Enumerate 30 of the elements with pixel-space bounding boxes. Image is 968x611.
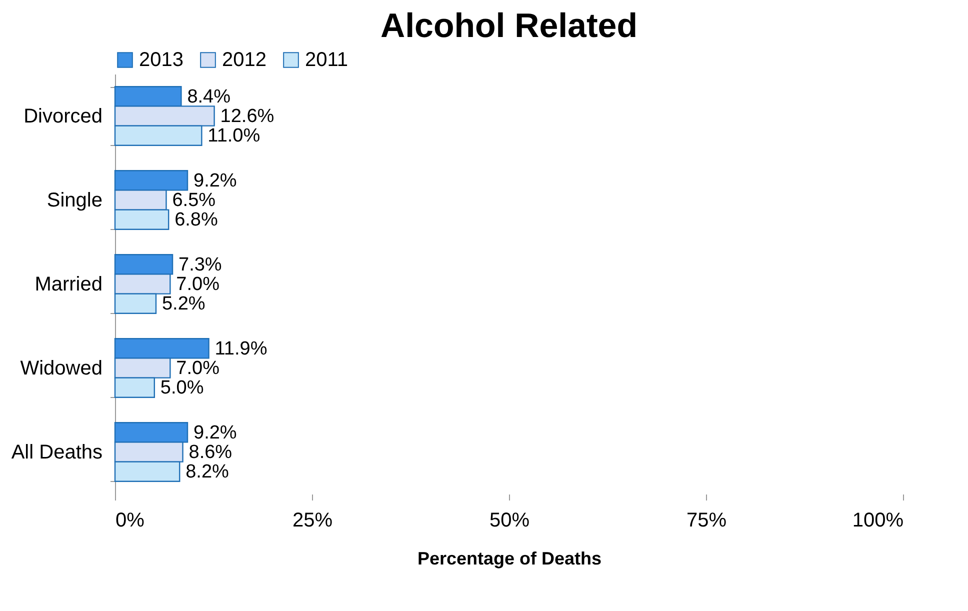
data-label: 5.0%: [160, 378, 204, 399]
chart-title: Alcohol Related: [380, 7, 638, 45]
data-label: 6.5%: [172, 190, 216, 211]
y-tick-label: Divorced: [24, 106, 102, 128]
y-tick-label: All Deaths: [11, 442, 102, 464]
legend-label: 2012: [222, 49, 266, 71]
y-tick-label: Married: [34, 274, 102, 296]
data-label: 11.9%: [214, 338, 268, 360]
x-tick-label: 25%: [292, 510, 333, 532]
y-tick-label: Single: [46, 190, 102, 212]
data-label: 8.6%: [188, 442, 232, 463]
data-label: 12.6%: [220, 106, 274, 127]
data-label: 9.2%: [193, 170, 237, 192]
x-tick-label: 0%: [116, 510, 145, 532]
data-label: 6.8%: [174, 210, 218, 231]
data-label: 8.4%: [187, 86, 231, 108]
legend-label: 2013: [139, 49, 184, 71]
x-tick-label: 75%: [686, 510, 727, 532]
x-tick-label: 50%: [489, 510, 530, 532]
x-tick-label: 100%: [852, 510, 904, 532]
data-label: 7.0%: [176, 358, 220, 379]
x-axis-title: Percentage of Deaths: [417, 548, 602, 568]
data-label: 7.0%: [176, 274, 220, 295]
data-label: 11.0%: [208, 126, 260, 147]
data-label: 5.2%: [162, 294, 206, 315]
data-label: 7.3%: [178, 254, 222, 276]
legend-label: 2011: [305, 49, 348, 71]
y-tick-label: Widowed: [20, 358, 102, 380]
data-label: 9.2%: [193, 422, 237, 444]
data-label: 8.2%: [186, 462, 230, 483]
